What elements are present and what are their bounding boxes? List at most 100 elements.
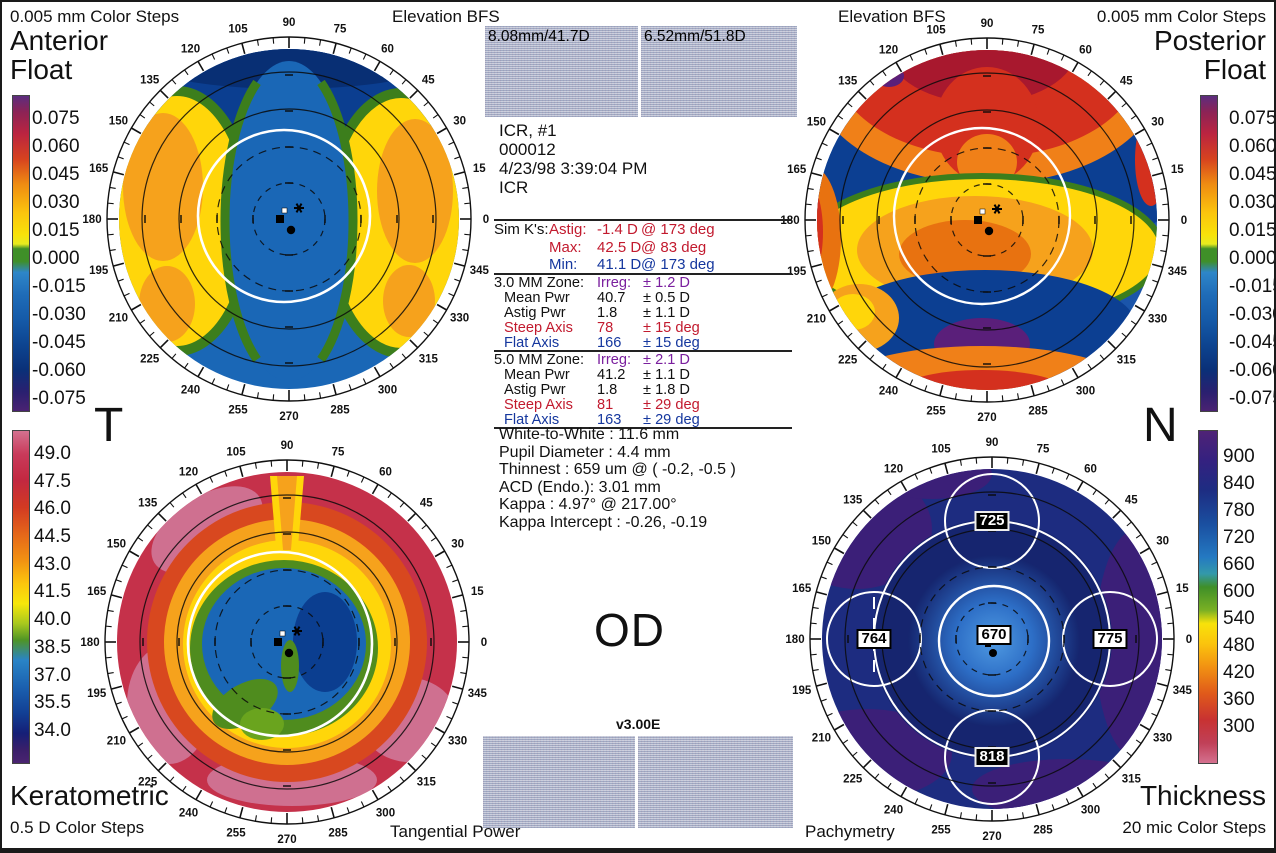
scale-tick-label: 34.0 <box>34 719 71 741</box>
keratometric-scale: 49.0 47.5 46.0 44.5 43.0 41.5 40.0 38.5 37.0 35.5… <box>34 444 90 741</box>
angle-tick-label: 195 <box>89 265 109 277</box>
keratometric-title: Keratometric <box>10 780 169 811</box>
scale-tick-label: 0.045 <box>32 164 80 185</box>
patient-name: ICR, #1 <box>499 121 557 140</box>
simk-sublabel: Min: <box>549 255 578 273</box>
zone-irreg-value: ± 2.1 D <box>643 351 690 368</box>
angle-tick-label: 60 <box>1084 463 1097 475</box>
zone-row-tolerance: ± 15 deg <box>643 319 700 336</box>
angle-tick-label: 30 <box>1151 117 1164 129</box>
scale-tick-label: 0.075 <box>1229 108 1276 129</box>
biometry-info-block: White-to-White : 11.6 mm Pupil Diameter :… <box>499 426 736 532</box>
angle-tick-label: 300 <box>1081 805 1100 817</box>
angle-tick-label: 270 <box>277 834 296 846</box>
posterior-elevation-colorbar <box>1200 95 1218 412</box>
zone-row-tolerance: ± 15 deg <box>643 334 700 351</box>
thickness-color-steps-label: 20 mic Color Steps <box>1122 818 1266 837</box>
angle-tick-label: 285 <box>328 827 348 839</box>
simk-sublabel: Max: <box>549 238 582 256</box>
zone-row-tolerance: ± 1.1 D <box>643 304 690 321</box>
angle-tick-label: 315 <box>419 353 439 365</box>
angle-tick-label: 180 <box>82 214 101 226</box>
scale-tick-label: 44.5 <box>34 526 71 548</box>
biometry-info-line: Kappa Intercept : -0.26, -0.19 <box>499 513 708 531</box>
zone-row: Steep Axis 78 ± 15 deg <box>494 319 792 336</box>
zone-header-row: 5.0 MM Zone: Irreg: ± 2.1 D <box>494 351 792 368</box>
angle-tick-label: 90 <box>986 437 999 449</box>
angle-tick-label: 330 <box>448 736 467 748</box>
simk-sublabel: Astig: <box>549 221 587 239</box>
posterior-float-map-area: 0 15 30 45 60 75 90 105 120 135 150 165 180 195 210 225… <box>777 10 1197 430</box>
scale-tick-label: 660 <box>1223 554 1255 575</box>
zone-row-tolerance: ± 0.5 D <box>643 289 690 306</box>
angle-tick-label: 165 <box>792 583 812 595</box>
angle-tick-label: 195 <box>792 685 812 697</box>
simk-value: 42.5 D <box>597 238 642 256</box>
pachymetry-value-superior: 725 <box>974 511 1010 531</box>
angle-tick-label: 15 <box>1171 164 1184 176</box>
simk-label: Sim K's: <box>494 221 549 239</box>
simk-row: Min: 41.1 D @ 173 deg <box>494 256 792 273</box>
scale-tick-label: 47.5 <box>34 470 71 492</box>
angle-tick-label: 210 <box>107 736 126 748</box>
zone-row-tolerance: ± 1.8 D <box>643 381 690 398</box>
angle-tick-label: 45 <box>420 498 433 510</box>
angle-tick-label: 285 <box>1033 824 1053 836</box>
anterior-float-map-area: 0 15 30 45 60 75 90 105 120 135 150 165 180 195 210 225… <box>79 9 499 429</box>
angle-tick-label: 180 <box>785 634 804 646</box>
angle-tick-label: 165 <box>87 586 107 598</box>
zone-row-value: 163 <box>597 411 622 428</box>
anterior-float-map: 0 15 30 45 60 75 90 105 120 135 150 165 180 195 210 225… <box>82 17 489 423</box>
biometry-info-line: Thinnest : 659 um @ ( -0.2, -0.5 ) <box>499 461 736 479</box>
scale-tick-label: 49.0 <box>34 443 71 464</box>
keratometric-colorbar <box>12 430 30 764</box>
angle-tick-label: 135 <box>843 495 863 507</box>
keratometric-map: 0 15 30 45 60 75 90 105 120 135 150 165 180 195 210 225… <box>80 440 487 846</box>
angle-tick-label: 150 <box>109 116 128 128</box>
patient-id: 000012 <box>499 140 556 159</box>
scale-tick-label: -0.075 <box>32 388 86 409</box>
angle-tick-label: 240 <box>179 808 198 820</box>
scale-tick-label: -0.030 <box>32 304 86 325</box>
angle-tick-label: 120 <box>181 43 200 55</box>
angle-tick-label: 15 <box>1176 583 1189 595</box>
zone-row: Steep Axis 81 ± 29 deg <box>494 397 792 413</box>
angle-tick-label: 75 <box>1032 25 1045 37</box>
angle-tick-label: 210 <box>807 314 826 326</box>
angle-tick-label: 45 <box>1120 76 1133 88</box>
scale-tick-label: 0.015 <box>1229 220 1276 241</box>
angle-tick-label: 105 <box>931 444 951 456</box>
scale-tick-label: 0.060 <box>32 136 80 157</box>
zone-row: Flat Axis 166 ± 15 deg <box>494 334 792 351</box>
zone-row-label: Astig Pwr <box>504 304 566 321</box>
angle-tick-label: 330 <box>1148 314 1167 326</box>
angle-tick-label: 225 <box>140 353 160 365</box>
angle-tick-label: 0 <box>1186 634 1192 646</box>
zone-row-label: Mean Pwr <box>504 366 570 383</box>
angle-tick-label: 75 <box>334 24 347 36</box>
angle-tick-label: 225 <box>838 354 858 366</box>
angle-tick-label: 255 <box>228 404 248 416</box>
angle-tick-label: 210 <box>812 733 831 745</box>
pachymetry-value-inferior: 818 <box>974 747 1010 767</box>
angle-tick-label: 105 <box>926 25 946 37</box>
angle-tick-label: 165 <box>787 164 807 176</box>
thickness-scale: 900 840 780 720 660 600 540 480 420 360 300 <box>1223 447 1273 737</box>
biometry-info-line: ACD (Endo.): 3.01 mm <box>499 478 661 496</box>
scale-tick-label: 480 <box>1223 635 1255 656</box>
angle-tick-label: 45 <box>1125 495 1138 507</box>
posterior-title-line1: Posterior <box>1153 25 1266 56</box>
zone-row-value: 1.8 <box>597 381 618 398</box>
anterior-color-steps-label: 0.005 mm Color Steps <box>10 7 180 26</box>
scale-tick-label: 840 <box>1223 473 1255 494</box>
eye-label: OD <box>594 604 665 656</box>
simk-value: 41.1 D <box>597 255 642 273</box>
zone-row: Flat Axis 163 ± 29 deg <box>494 411 792 428</box>
bfs-image-left: 8.08mm/41.7D <box>485 26 638 117</box>
zone-row-value: 1.8 <box>597 304 618 321</box>
bfs-value-left: 8.08mm/41.7D <box>488 28 590 45</box>
angle-tick-label: 15 <box>473 163 486 175</box>
zone-row-label: Flat Axis <box>504 411 560 428</box>
scale-tick-label: 420 <box>1223 662 1255 683</box>
